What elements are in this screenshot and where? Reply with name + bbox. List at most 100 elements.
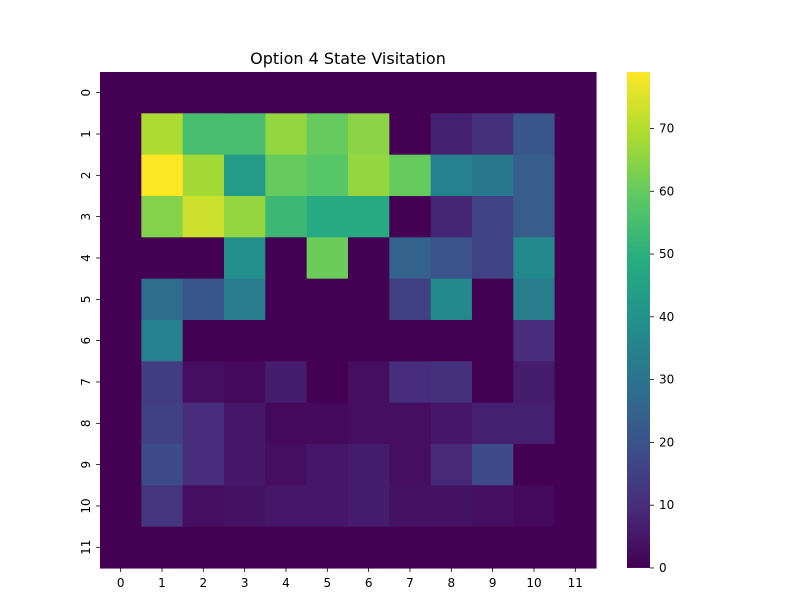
heatmap-cell-r2-c8: [430, 154, 473, 197]
heatmap-cell-r6-c1: [141, 319, 184, 362]
y-tick-label: 8: [79, 419, 93, 427]
heatmap-cell-r0-c6: [347, 72, 390, 114]
colorbar-tick-label: 40: [659, 310, 674, 324]
heatmap-cell-r8-c6: [347, 402, 390, 445]
heatmap-cell-r8-c9: [471, 402, 514, 445]
x-axis: 0 1 2 3 4 5 6 7 8 9 10 11: [117, 567, 583, 590]
heatmap-cell-r8-c3: [223, 402, 266, 445]
heatmap-cell-r7-c8: [430, 361, 473, 404]
y-tick-label: 1: [79, 130, 93, 138]
colorbar-tick-label: 0: [659, 561, 667, 575]
heatmap-cell-r0-c9: [471, 72, 514, 114]
heatmap-cell-r0-c8: [430, 72, 473, 114]
heatmap-cell-r1-c5: [306, 113, 349, 156]
heatmap-cell-r10-c8: [430, 485, 473, 528]
x-tick-label: 5: [323, 576, 331, 590]
heatmap-cell-r8-c5: [306, 402, 349, 445]
heatmap-cell-r0-c10: [513, 72, 556, 114]
heatmap-cell-r6-c0: [100, 319, 142, 362]
heatmap-cell-r4-c8: [430, 237, 473, 280]
heatmap-cell-r11-c5: [306, 526, 349, 569]
heatmap-cell-r6-c4: [265, 319, 308, 362]
heatmap-cell-r3-c9: [471, 195, 514, 238]
heatmap-cell-r11-c3: [223, 526, 266, 569]
heatmap-cell-r3-c4: [265, 195, 308, 238]
colorbar-tick-label: 60: [659, 184, 674, 198]
heatmap-cell-r5-c4: [265, 278, 308, 321]
heatmap-cell-r10-c0: [100, 485, 142, 528]
heatmap-cell-r3-c0: [100, 195, 142, 238]
heatmap-cell-r11-c8: [430, 526, 473, 569]
heatmap-cell-r11-c7: [389, 526, 432, 569]
chart-title: Option 4 State Visitation: [250, 49, 446, 68]
y-tick-label: 9: [79, 461, 93, 469]
heatmap-cell-r10-c11: [554, 485, 597, 528]
heatmap-cell-r7-c0: [100, 361, 142, 404]
heatmap-cell-r11-c6: [347, 526, 390, 569]
heatmap-cell-r6-c2: [182, 319, 225, 362]
y-tick-label: 0: [79, 89, 93, 97]
heatmap-cell-r7-c7: [389, 361, 432, 404]
heatmap-cell-r4-c0: [100, 237, 142, 280]
heatmap-cell-r5-c5: [306, 278, 349, 321]
colorbar: 0 10 20 30 40 50 60 70: [627, 72, 674, 575]
heatmap-cell-r10-c10: [513, 485, 556, 528]
heatmap-cell-r0-c5: [306, 72, 349, 114]
heatmap-cell-r9-c11: [554, 443, 597, 486]
colorbar-tick-label: 20: [659, 435, 674, 449]
heatmap-cell-r5-c9: [471, 278, 514, 321]
heatmap-cell-r2-c4: [265, 154, 308, 197]
y-tick-label: 5: [79, 295, 93, 303]
x-tick-label: 7: [406, 576, 414, 590]
heatmap-cell-r0-c2: [182, 72, 225, 114]
heatmap-cell-r2-c2: [182, 154, 225, 197]
heatmap-cell-r8-c7: [389, 402, 432, 445]
heatmap-cell-r7-c4: [265, 361, 308, 404]
heatmap-cell-r11-c10: [513, 526, 556, 569]
heatmap-cell-r2-c11: [554, 154, 597, 197]
heatmap-cell-r4-c6: [347, 237, 390, 280]
heatmap-cell-r2-c10: [513, 154, 556, 197]
heatmap-cell-r2-c6: [347, 154, 390, 197]
x-tick-label: 3: [241, 576, 249, 590]
x-tick-label: 0: [117, 576, 125, 590]
heatmap-cell-r2-c9: [471, 154, 514, 197]
heatmap-cell-r8-c1: [141, 402, 184, 445]
heatmap-cell-r1-c4: [265, 113, 308, 156]
heatmap-cell-r11-c0: [100, 526, 142, 569]
heatmap-cell-r5-c6: [347, 278, 390, 321]
heatmap-cell-r1-c1: [141, 113, 184, 156]
heatmap-cell-r3-c5: [306, 195, 349, 238]
heatmap-cell-r1-c9: [471, 113, 514, 156]
heatmap-cell-r4-c3: [223, 237, 266, 280]
heatmap-cell-r3-c10: [513, 195, 556, 238]
heatmap-cell-r8-c8: [430, 402, 473, 445]
heatmap-cell-r11-c1: [141, 526, 184, 569]
heatmap-cell-r8-c2: [182, 402, 225, 445]
heatmap-cell-r4-c5: [306, 237, 349, 280]
heatmap-cell-r5-c8: [430, 278, 473, 321]
heatmap-cell-r8-c11: [554, 402, 597, 445]
heatmap-cell-r8-c4: [265, 402, 308, 445]
heatmap-cells: [100, 72, 597, 569]
heatmap-cell-r2-c1: [141, 154, 184, 197]
heatmap-cell-r9-c2: [182, 443, 225, 486]
heatmap-cell-r4-c1: [141, 237, 184, 280]
heatmap-cell-r10-c7: [389, 485, 432, 528]
heatmap-cell-r0-c4: [265, 72, 308, 114]
heatmap-cell-r11-c4: [265, 526, 308, 569]
x-tick-label: 2: [200, 576, 208, 590]
heatmap-cell-r4-c4: [265, 237, 308, 280]
heatmap-cell-r9-c0: [100, 443, 142, 486]
heatmap-cell-r3-c6: [347, 195, 390, 238]
heatmap-cell-r10-c9: [471, 485, 514, 528]
heatmap-cell-r1-c11: [554, 113, 597, 156]
heatmap-cell-r5-c10: [513, 278, 556, 321]
y-tick-label: 3: [79, 213, 93, 221]
x-tick-label: 9: [489, 576, 497, 590]
heatmap-cell-r11-c2: [182, 526, 225, 569]
heatmap-cell-r1-c8: [430, 113, 473, 156]
heatmap-cell-r5-c7: [389, 278, 432, 321]
heatmap-cell-r1-c10: [513, 113, 556, 156]
